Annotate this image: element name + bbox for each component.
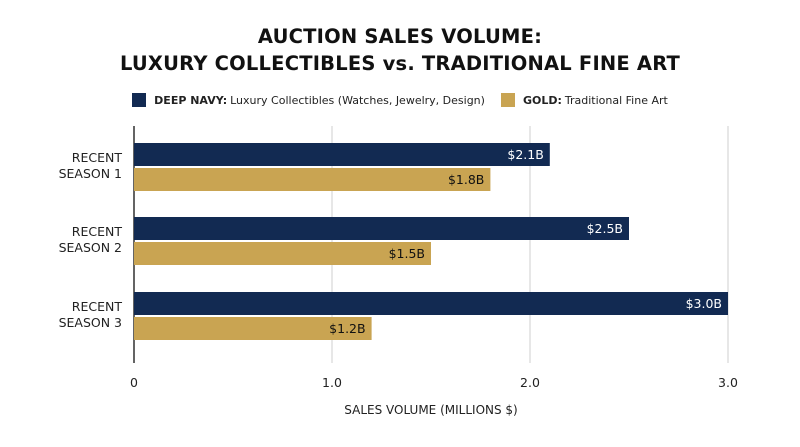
- legend-swatch-navy: [132, 93, 147, 107]
- category-label-3-line-2: SEASON 3: [59, 315, 122, 330]
- category-label-1-line-1: RECENT: [72, 150, 123, 165]
- data-label-navy-season-1: $2.1B: [507, 147, 543, 162]
- bar-navy-season-2: [134, 217, 629, 240]
- chart-title-line-1: AUCTION SALES VOLUME:: [257, 25, 543, 48]
- bar-gold-season-2: [134, 242, 431, 265]
- x-tick-label-0: 0: [130, 375, 138, 390]
- category-label-1-line-2: SEASON 1: [59, 166, 122, 181]
- legend-text-gold: Traditional Fine Art: [564, 93, 668, 107]
- x-axis-label: SALES VOLUME (MILLIONS $): [344, 403, 517, 417]
- legend-item-navy: DEEP NAVY: Luxury Collectibles (Watches,…: [132, 93, 485, 107]
- data-label-gold-season-2: $1.5B: [389, 246, 425, 261]
- legend-key-gold: GOLD:: [522, 93, 562, 107]
- legend: DEEP NAVY: Luxury Collectibles (Watches,…: [0, 93, 800, 107]
- legend-item-gold: GOLD: Traditional Fine Art: [500, 93, 668, 107]
- x-tick-label-2: 2.0: [520, 375, 540, 390]
- category-label-3-line-1: RECENT: [72, 299, 123, 314]
- bar-navy-season-3: [134, 292, 728, 315]
- bar-navy-season-1: [134, 143, 550, 166]
- data-label-gold-season-1: $1.8B: [448, 172, 484, 187]
- data-label-gold-season-3: $1.2B: [329, 321, 365, 336]
- data-label-navy-season-3: $3.0B: [686, 296, 722, 311]
- data-label-navy-season-2: $2.5B: [587, 221, 623, 236]
- bar-gold-season-1: [134, 168, 491, 191]
- legend-swatch-gold: [500, 93, 515, 107]
- bar-gold-season-3: [134, 317, 372, 340]
- x-tick-label-1: 1.0: [322, 375, 342, 390]
- category-label-2-line-1: RECENT: [72, 224, 123, 239]
- legend-text-navy: Luxury Collectibles (Watches, Jewelry, D…: [230, 93, 485, 107]
- category-label-2-line-2: SEASON 2: [59, 240, 122, 255]
- x-tick-label-3: 3.0: [718, 375, 738, 390]
- legend-key-navy: DEEP NAVY:: [154, 93, 228, 107]
- chart-title-line-2: LUXURY COLLECTIBLES vs. TRADITIONAL FINE…: [119, 52, 681, 75]
